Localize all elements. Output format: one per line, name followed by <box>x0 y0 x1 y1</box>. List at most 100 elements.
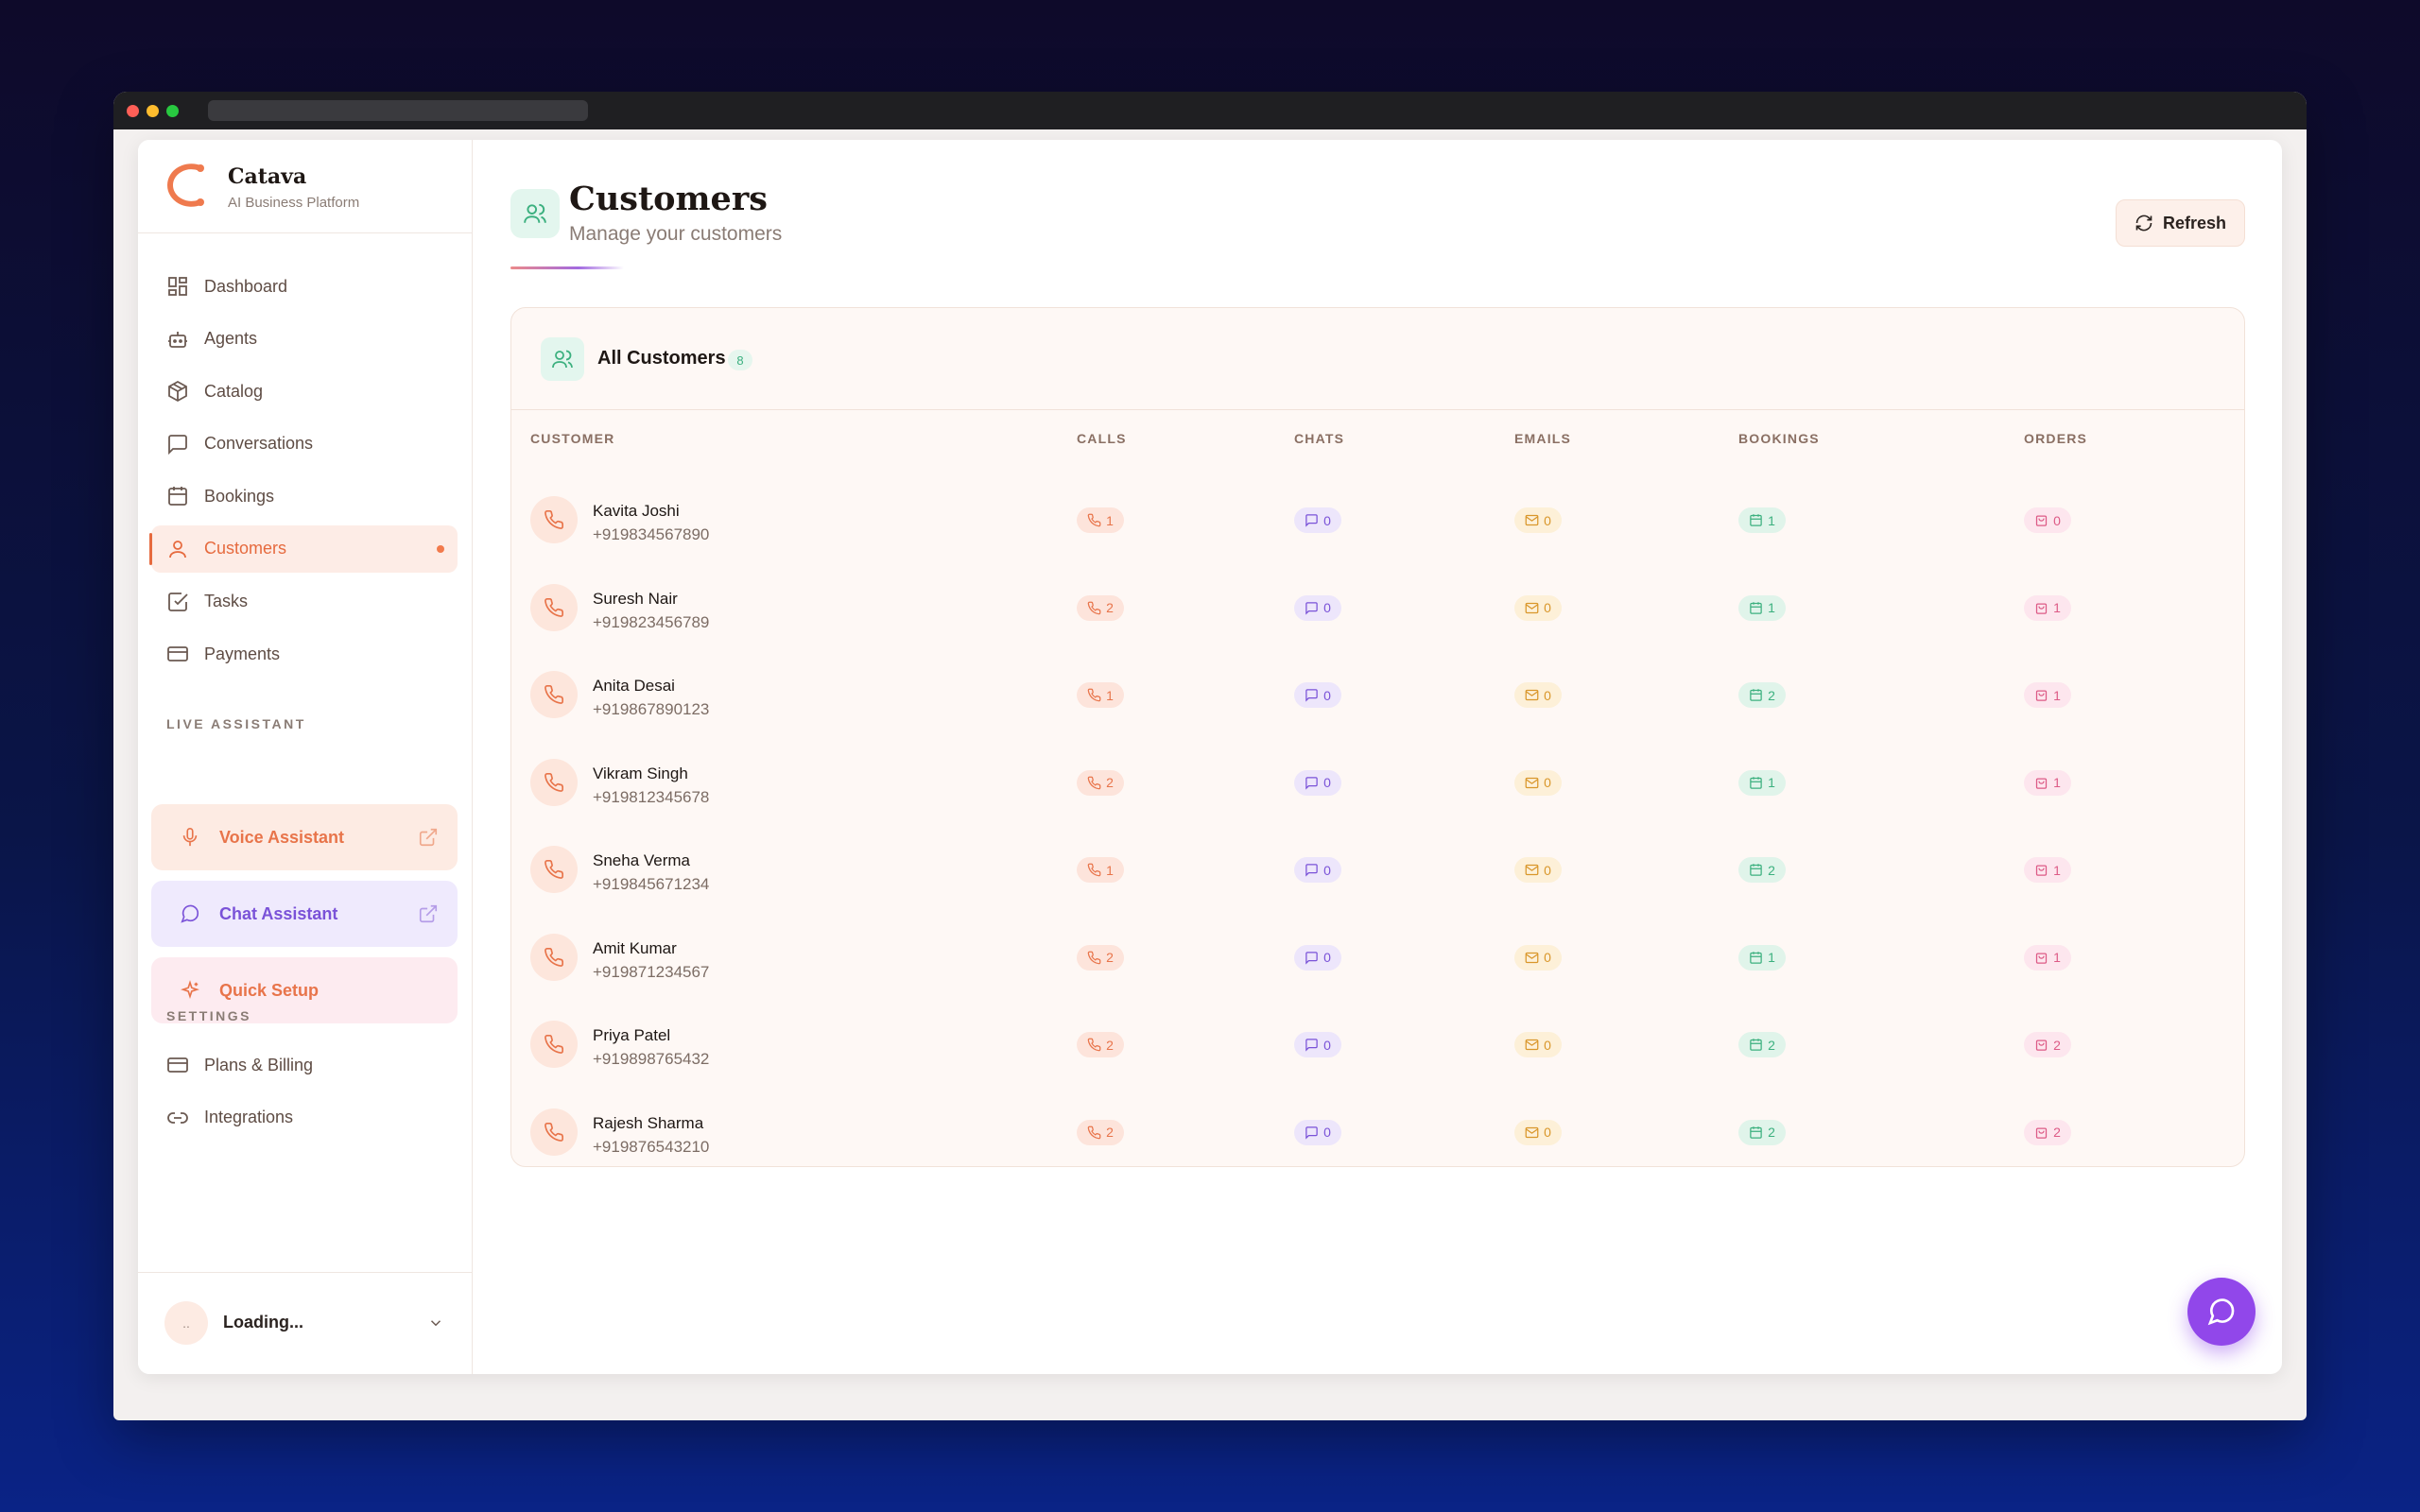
customer-name[interactable]: Priya Patel <box>593 1026 671 1044</box>
customer-phone: +919876543210 <box>593 1137 710 1156</box>
user-menu[interactable]: .. Loading... <box>138 1272 473 1374</box>
message-circle-icon <box>2207 1298 2235 1326</box>
main-nav: Dashboard Agents Catalog Conversations B… <box>149 263 458 683</box>
bookings-count-badge: 2 <box>1738 1032 1786 1057</box>
emails-count: 0 <box>1544 862 1551 878</box>
calendar-icon <box>1749 1038 1763 1052</box>
calls-count: 2 <box>1106 1037 1114 1053</box>
table-row[interactable]: Suresh Nair +919823456789 2 0 0 1 1 <box>511 564 2244 651</box>
customer-name[interactable]: Amit Kumar <box>593 938 677 957</box>
chat-assistant-button[interactable]: Chat Assistant <box>151 881 458 947</box>
column-header-bookings[interactable]: BOOKINGS <box>1738 431 1820 446</box>
calls-count: 1 <box>1106 687 1114 703</box>
sidebar-item-customers[interactable]: Customers <box>149 524 458 573</box>
refresh-label: Refresh <box>2162 213 2227 232</box>
customer-name[interactable]: Anita Desai <box>593 677 675 695</box>
customer-phone: +919812345678 <box>593 787 710 806</box>
page-subtitle: Manage your customers <box>569 223 783 245</box>
chats-count: 0 <box>1323 950 1331 965</box>
column-header-orders[interactable]: ORDERS <box>2024 431 2088 446</box>
emails-count: 0 <box>1544 600 1551 615</box>
minimize-window-button[interactable] <box>147 105 159 117</box>
table-row[interactable]: Priya Patel +919898765432 2 0 0 2 2 <box>511 1001 2244 1088</box>
mail-icon <box>1525 1038 1539 1052</box>
column-header-emails[interactable]: EMAILS <box>1514 431 1572 446</box>
sidebar-item-dashboard[interactable]: Dashboard <box>151 263 458 310</box>
phone-icon <box>1087 951 1101 965</box>
external-link-icon <box>419 904 438 923</box>
browser-window: Catava AI Business Platform Dashboard Ag… <box>113 92 2307 1420</box>
brand-subtitle: AI Business Platform <box>228 195 360 211</box>
bookings-count-badge: 2 <box>1738 857 1786 883</box>
quick-setup-button[interactable]: Quick Setup <box>151 957 458 1023</box>
sidebar-item-label: Integrations <box>204 1108 294 1127</box>
customer-name[interactable]: Vikram Singh <box>593 764 688 782</box>
address-bar[interactable] <box>208 100 588 121</box>
refresh-button[interactable]: Refresh <box>2116 199 2245 247</box>
orders-count: 1 <box>2053 687 2061 703</box>
table-row[interactable]: Sneha Verma +919845671234 1 0 0 2 1 <box>511 826 2244 913</box>
sidebar-item-tasks[interactable]: Tasks <box>151 578 458 626</box>
maximize-window-button[interactable] <box>166 105 179 117</box>
sidebar-item-agents[interactable]: Agents <box>151 316 458 363</box>
mail-icon <box>1525 688 1539 702</box>
customer-name[interactable]: Suresh Nair <box>593 589 678 608</box>
sidebar-item-integrations[interactable]: Integrations <box>151 1094 458 1142</box>
sidebar-item-label: Agents <box>204 329 258 349</box>
bookings-count-badge: 2 <box>1738 1119 1786 1145</box>
microphone-icon <box>180 827 200 848</box>
calls-count-badge: 1 <box>1077 507 1124 533</box>
calls-count-badge: 1 <box>1077 857 1124 883</box>
avatar: .. <box>164 1301 208 1345</box>
bookings-count: 2 <box>1768 687 1775 703</box>
bookings-count-badge: 2 <box>1738 682 1786 708</box>
sparkles-icon <box>180 980 200 1001</box>
calendar-icon <box>166 485 189 507</box>
bookings-count: 1 <box>1768 775 1775 790</box>
column-header-calls[interactable]: CALLS <box>1077 431 1127 446</box>
calls-count-badge: 1 <box>1077 682 1124 708</box>
column-header-chats[interactable]: CHATS <box>1294 431 1345 446</box>
sidebar-item-conversations[interactable]: Conversations <box>151 421 458 468</box>
check-square-icon <box>166 591 189 613</box>
shopping-bag-icon <box>2034 601 2048 615</box>
users-icon <box>541 337 584 381</box>
table-row[interactable]: Anita Desai +919867890123 1 0 0 2 1 <box>511 651 2244 738</box>
shopping-bag-icon <box>2034 951 2048 965</box>
shopping-bag-icon <box>2034 776 2048 790</box>
calendar-icon <box>1749 513 1763 527</box>
sidebar-item-plans-billing[interactable]: Plans & Billing <box>151 1041 458 1089</box>
table-row[interactable]: Rajesh Sharma +919876543210 2 0 0 2 2 <box>511 1089 2244 1167</box>
close-window-button[interactable] <box>127 105 139 117</box>
calls-count-badge: 2 <box>1077 594 1124 621</box>
bookings-count-badge: 1 <box>1738 594 1786 621</box>
sidebar-item-payments[interactable]: Payments <box>151 630 458 678</box>
emails-count-badge: 0 <box>1514 944 1562 971</box>
calls-count-badge: 2 <box>1077 944 1124 971</box>
sidebar-item-catalog[interactable]: Catalog <box>151 368 458 415</box>
calls-count: 2 <box>1106 1125 1114 1140</box>
table-row[interactable]: Amit Kumar +919871234567 2 0 0 1 1 <box>511 914 2244 1001</box>
chats-count: 0 <box>1323 1037 1331 1053</box>
calendar-icon <box>1749 776 1763 790</box>
dashboard-icon <box>166 275 189 298</box>
calls-count-badge: 2 <box>1077 1032 1124 1057</box>
message-square-icon <box>166 433 189 455</box>
phone-icon <box>1087 601 1101 615</box>
mail-icon <box>1525 1125 1539 1140</box>
sidebar-item-bookings[interactable]: Bookings <box>151 472 458 520</box>
table-row[interactable]: Vikram Singh +919812345678 2 0 0 1 1 <box>511 739 2244 826</box>
chats-count-badge: 0 <box>1294 1119 1341 1145</box>
brand-name: Catava <box>228 164 307 189</box>
phone-icon <box>1087 1125 1101 1140</box>
customer-name[interactable]: Kavita Joshi <box>593 502 680 520</box>
customer-phone: +919871234567 <box>593 962 710 981</box>
customer-name[interactable]: Sneha Verma <box>593 851 691 869</box>
table-row[interactable]: Kavita Joshi +919834567890 1 0 0 1 0 <box>511 476 2244 563</box>
voice-assistant-button[interactable]: Voice Assistant <box>151 804 458 870</box>
chat-launcher-button[interactable] <box>2187 1278 2256 1346</box>
customer-name[interactable]: Rajesh Sharma <box>593 1113 704 1132</box>
calls-count: 1 <box>1106 512 1114 528</box>
message-square-icon <box>1305 1038 1319 1052</box>
column-header-customer[interactable]: CUSTOMER <box>530 431 615 446</box>
